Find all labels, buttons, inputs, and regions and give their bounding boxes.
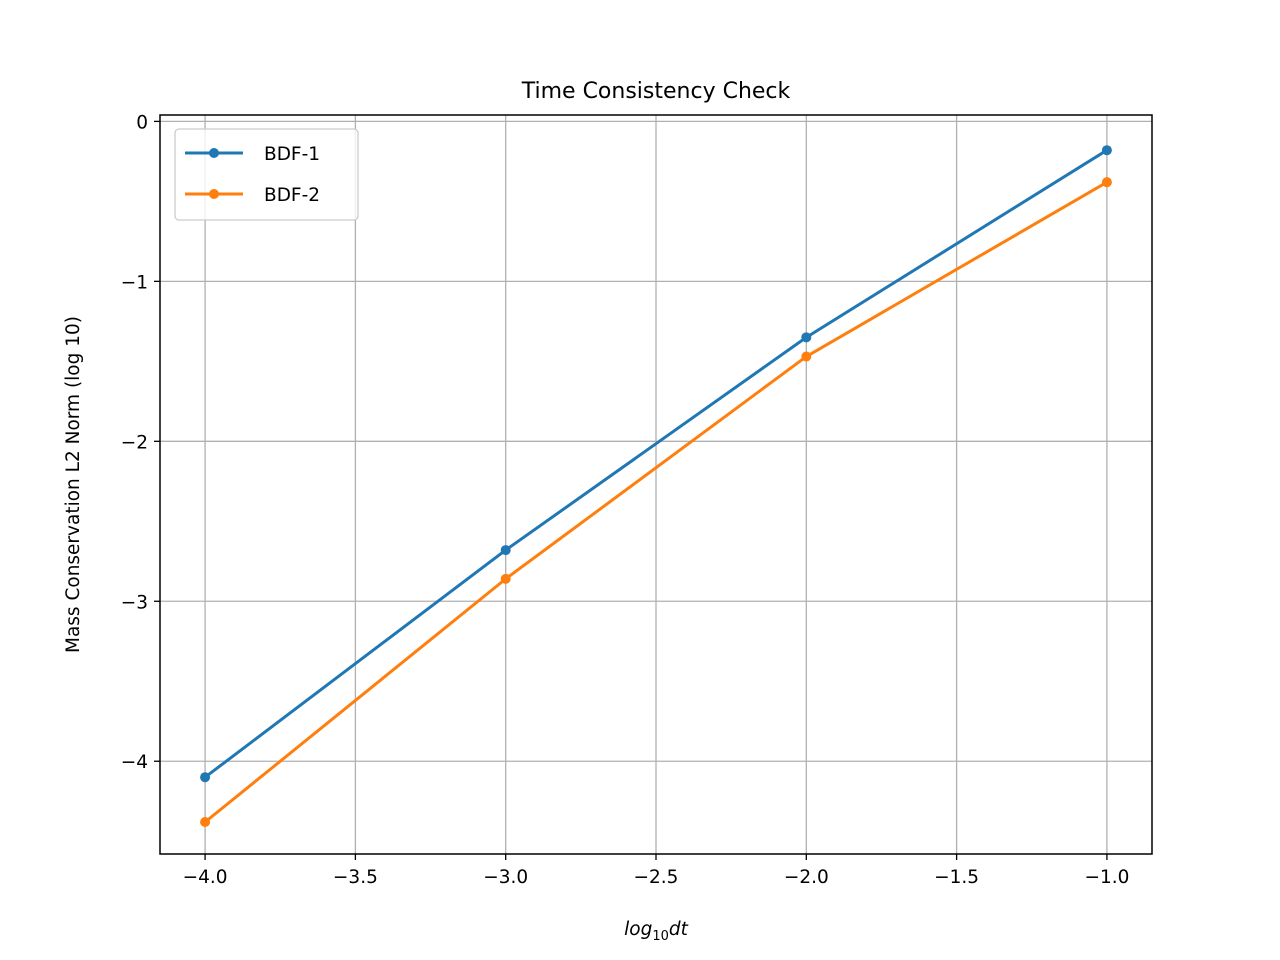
x-axis-label-subscript: 10 [652, 929, 669, 944]
y-tick-label: −1 [121, 272, 148, 293]
x-tick-label: −2.0 [784, 867, 829, 888]
y-tick-label: −3 [121, 592, 148, 613]
y-tick-label: 0 [136, 112, 148, 133]
y-tick-label: −2 [121, 432, 148, 453]
x-tick-label: −1.0 [1084, 867, 1129, 888]
data-point-bdf-2 [200, 817, 211, 828]
data-point-bdf-1 [500, 545, 511, 556]
grid [160, 115, 1152, 854]
x-tick-label: −2.5 [634, 867, 679, 888]
data-point-bdf-1 [1101, 145, 1112, 156]
chart-title: Time Consistency Check [521, 79, 791, 104]
legend-box [174, 128, 359, 221]
legend-label-bdf-1: BDF-1 [264, 144, 320, 165]
series-lines [200, 145, 1112, 828]
x-tick-label: −1.5 [934, 867, 979, 888]
legend-label-bdf-2: BDF-2 [264, 185, 320, 206]
y-axis-label: Mass Conservation L2 Norm (log 10) [63, 316, 84, 653]
data-point-bdf-2 [1101, 177, 1112, 188]
x-axis-label-suffix: dt [669, 919, 689, 940]
data-point-bdf-1 [200, 772, 211, 783]
legend-marker-bdf-1 [209, 148, 219, 158]
data-point-bdf-2 [801, 351, 812, 362]
ticks: −4.0 −3.5 −3.0 −2.5 −2.0 −1.5 −1.0 0 −1 −2 −3 −4 [121, 112, 1130, 888]
legend-marker-bdf-2 [209, 189, 219, 199]
x-axis-label-base: log [624, 919, 652, 940]
series-line-bdf-2 [204, 180, 1108, 824]
y-tick-label: −4 [121, 752, 148, 773]
legend: BDF-1 BDF-2 [174, 128, 359, 221]
data-point-bdf-2 [500, 573, 511, 584]
x-tick-label: −4.0 [183, 867, 228, 888]
x-tick-label: −3.5 [333, 867, 378, 888]
series-line-bdf-1 [204, 148, 1108, 779]
x-tick-label: −3.0 [483, 867, 528, 888]
data-point-bdf-1 [801, 332, 812, 343]
x-axis-label: log10dt [624, 919, 688, 944]
